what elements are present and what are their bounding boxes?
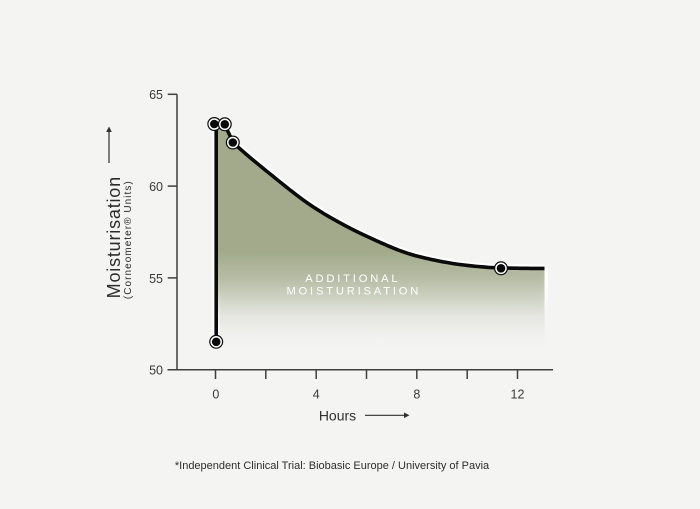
svg-text:65: 65 xyxy=(149,88,163,102)
svg-text:8: 8 xyxy=(413,387,420,401)
svg-text:0: 0 xyxy=(212,387,219,401)
svg-text:Moisturisation: Moisturisation xyxy=(104,176,124,298)
svg-text:*Independent Clinical Trial: B: *Independent Clinical Trial: Biobasic Eu… xyxy=(175,460,490,472)
svg-text:12: 12 xyxy=(511,387,525,401)
svg-text:50: 50 xyxy=(149,363,163,377)
svg-text:ADDITIONAL: ADDITIONAL xyxy=(305,273,400,285)
svg-text:4: 4 xyxy=(313,387,320,401)
svg-text:60: 60 xyxy=(149,180,163,194)
svg-text:MOISTURISATION: MOISTURISATION xyxy=(286,285,421,297)
svg-text:(Corneometer® Units): (Corneometer® Units) xyxy=(123,180,134,299)
svg-text:55: 55 xyxy=(149,272,163,286)
svg-text:Hours: Hours xyxy=(319,407,356,423)
